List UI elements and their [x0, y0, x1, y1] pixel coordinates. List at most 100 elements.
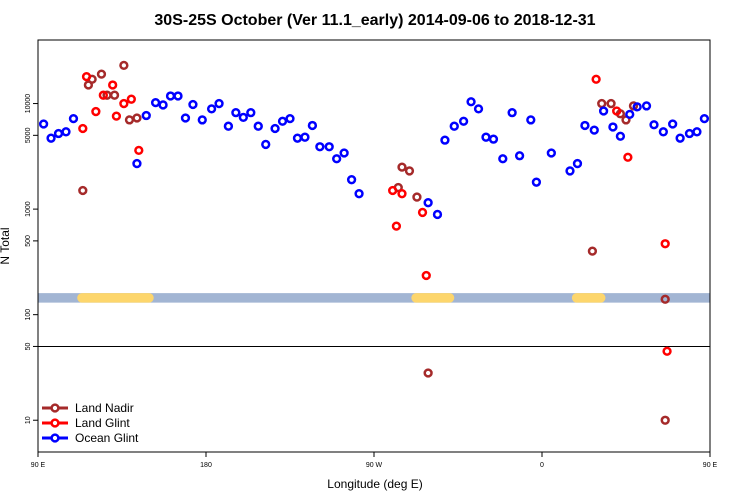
land-nadir-point — [119, 60, 129, 71]
land-nadir-point — [78, 185, 88, 196]
ocean-glint-point — [253, 121, 263, 131]
ocean-glint-point — [292, 133, 303, 143]
ocean-glint-point — [307, 120, 318, 131]
ocean-glint-point — [507, 107, 517, 118]
land-glint-point — [98, 90, 108, 100]
x-tick-label: 0 — [540, 462, 544, 469]
land-nadir-point — [597, 98, 607, 109]
ocean-glint-point — [188, 99, 198, 110]
land-glint-point — [388, 185, 398, 196]
land-glint-point — [108, 80, 118, 90]
ocean-glint-point — [346, 175, 357, 185]
land-nadir-point — [587, 246, 598, 256]
land-glint-point — [591, 74, 601, 84]
land-glint-point — [111, 111, 122, 121]
y-tick-label: 500 — [25, 235, 32, 247]
legend-marker — [50, 418, 60, 428]
land-nadir-point — [660, 294, 670, 304]
ocean-glint-point — [615, 131, 626, 141]
ocean-glint-point — [300, 132, 310, 142]
data-points — [38, 60, 710, 425]
ocean-glint-point — [641, 101, 652, 111]
ocean-glint-point — [223, 121, 234, 131]
y-tick-label: 100 — [25, 309, 32, 321]
land-glint-point — [91, 106, 101, 117]
land-glint-point — [612, 106, 622, 116]
x-tick-label: 180 — [200, 462, 212, 469]
land-glint-point — [623, 152, 633, 162]
ocean-glint-point — [277, 116, 288, 126]
land-nadir-point — [412, 192, 422, 202]
ocean-glint-point — [141, 110, 151, 121]
ocean-glint-point — [546, 148, 556, 158]
ocean-glint-point — [38, 119, 49, 129]
legend-label: Land Glint — [75, 416, 130, 430]
ocean-glint-point — [692, 127, 702, 137]
ocean-glint-point — [165, 91, 176, 101]
ocean-glint-point — [458, 116, 469, 126]
y-tick-label: 10000 — [25, 94, 32, 114]
ocean-glint-point — [684, 128, 695, 139]
land-nadir-point — [124, 115, 135, 125]
ocean-glint-point — [261, 139, 271, 150]
ocean-glint-point — [132, 158, 142, 169]
ocean-glint-point — [572, 158, 583, 169]
x-axis: 90 E 180 90 W 0 90 E — [31, 452, 718, 469]
ocean-glint-point — [580, 120, 590, 131]
ocean-glint-point — [481, 132, 491, 142]
ocean-glint-point — [498, 154, 508, 164]
y-axis-label: N Total — [0, 227, 12, 264]
land-glint-point — [126, 94, 136, 104]
ocean-glint-point — [531, 177, 542, 187]
land-segment — [571, 293, 606, 303]
ocean-glint-point — [473, 104, 484, 114]
land-nadir-point — [96, 69, 107, 79]
ocean-glint-point — [625, 109, 635, 120]
land-glint-point — [662, 346, 672, 356]
legend-label: Land Nadir — [75, 401, 134, 415]
surface-band — [38, 293, 710, 303]
ocean-glint-point — [649, 120, 659, 130]
land-glint-point — [397, 189, 407, 199]
land-glint-point — [78, 123, 88, 134]
land-glint-point — [391, 221, 402, 231]
ocean-glint-point — [324, 142, 334, 152]
ocean-glint-point — [46, 133, 56, 143]
land-glint-point — [660, 239, 670, 249]
ocean-glint-point — [246, 107, 256, 118]
land-nadir-point — [606, 98, 616, 109]
ocean-glint-point — [514, 151, 525, 161]
land-nadir-point — [404, 166, 415, 176]
ocean-glint-point — [589, 125, 599, 135]
land-nadir-point — [423, 368, 433, 378]
ocean-glint-point — [449, 121, 459, 131]
ocean-glint-point — [668, 119, 678, 129]
x-axis-label: Longitude (deg E) — [327, 477, 422, 491]
ocean-glint-point — [675, 133, 685, 143]
ocean-glint-point — [423, 198, 433, 208]
ocean-glint-point — [598, 106, 609, 116]
ocean-glint-point — [339, 148, 349, 158]
ocean-glint-point — [440, 135, 450, 145]
ocean-glint-point — [466, 97, 476, 107]
y-tick-label: 50 — [25, 342, 32, 350]
x-tick-label: 90 W — [366, 462, 383, 469]
ocean-glint-point — [197, 115, 207, 125]
land-glint-point — [134, 145, 144, 156]
land-segment — [77, 293, 154, 303]
legend-marker — [50, 433, 60, 443]
ocean-glint-point — [354, 189, 364, 199]
ocean-glint-point — [61, 127, 71, 137]
chart-title: 30S-25S October (Ver 11.1_early) 2014-09… — [154, 12, 595, 29]
ocean-glint-point — [658, 127, 668, 137]
ocean-glint-point — [231, 107, 241, 118]
y-tick-label: 10 — [25, 416, 32, 424]
ocean-glint-point — [238, 112, 248, 123]
land-nadir-point — [132, 113, 142, 123]
ocean-glint-point — [699, 113, 710, 124]
land-nadir-point — [109, 90, 120, 100]
x-tick-label: 90 E — [703, 462, 718, 469]
ocean-glint-point — [270, 123, 280, 134]
